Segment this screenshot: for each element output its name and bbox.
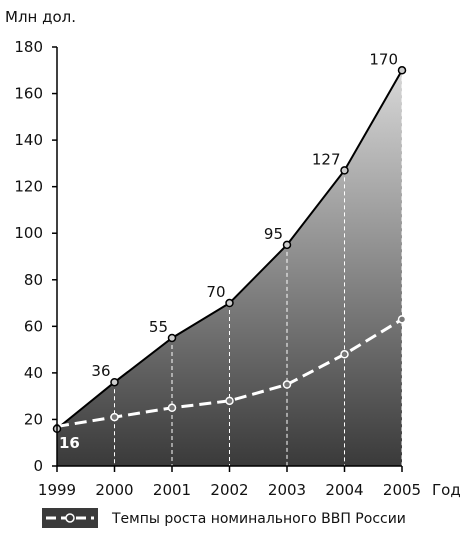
- data-label: 170: [369, 50, 398, 68]
- x-axis-ticks: 1999 2000 2001 2002 2003 2004 2005: [38, 466, 421, 499]
- x-tick-label: 2002: [210, 481, 248, 499]
- y-tick-label: 180: [14, 38, 43, 56]
- y-tick-label: 120: [14, 178, 43, 196]
- y-tick-label: 80: [24, 271, 43, 289]
- solid-point: [167, 333, 177, 343]
- dashed-series-points: [52, 315, 407, 431]
- x-tick-label: 2000: [95, 481, 133, 499]
- data-label: 16: [59, 434, 80, 452]
- y-tick-label: 60: [24, 317, 43, 335]
- dashed-point: [282, 380, 292, 389]
- solid-series-points: [52, 66, 407, 434]
- dashed-point: [225, 396, 234, 406]
- x-tick-label: 2005: [383, 481, 421, 499]
- data-label: 127: [312, 150, 341, 168]
- legend: Темпы роста номинального ВВП России: [42, 508, 406, 528]
- y-tick-label: 140: [14, 131, 43, 149]
- dashed-point: [110, 412, 119, 422]
- legend-marker: [65, 513, 75, 523]
- y-tick-label: 160: [14, 85, 43, 103]
- dashed-point: [167, 403, 177, 413]
- solid-point: [110, 377, 119, 387]
- x-tick-label: 2001: [153, 481, 191, 499]
- data-label: 36: [91, 362, 110, 380]
- solid-point: [225, 298, 234, 308]
- x-tick-label: 1999: [38, 481, 76, 499]
- y-tick-label: 100: [14, 224, 43, 242]
- x-tick-label: 2003: [268, 481, 306, 499]
- guide-lines: [114, 70, 403, 466]
- solid-point: [282, 240, 292, 250]
- y-axis-ticks: 0 20 40 60 80 100 120 140 160 180: [14, 38, 57, 475]
- legend-label: Темпы роста номинального ВВП России: [111, 511, 406, 527]
- data-labels: 16 36 55 70 95 127 170: [59, 50, 398, 451]
- data-label: 70: [206, 283, 225, 301]
- y-axis-title: Млн дол.: [5, 8, 76, 26]
- y-tick-label: 20: [24, 410, 43, 428]
- data-label: 55: [149, 318, 168, 336]
- solid-point: [397, 66, 407, 75]
- y-tick-label: 0: [33, 457, 43, 475]
- y-tick-label: 40: [24, 364, 43, 382]
- x-axis-title: Год: [432, 481, 461, 499]
- data-label: 95: [264, 225, 283, 243]
- gdp-area: [57, 70, 402, 467]
- x-tick-label: 2004: [325, 481, 363, 499]
- dashed-point: [340, 350, 349, 359]
- solid-point: [340, 166, 349, 175]
- dashed-point: [397, 315, 407, 324]
